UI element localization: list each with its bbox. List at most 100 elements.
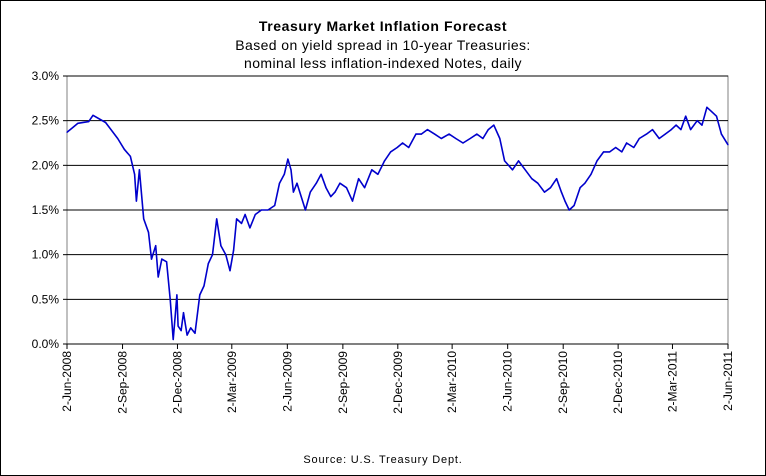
data-point (172, 338, 174, 341)
data-point (615, 146, 617, 149)
data-point (211, 254, 214, 256)
y-tick-label: 0.0% (32, 337, 60, 351)
data-point (658, 137, 660, 140)
data-point (420, 133, 422, 135)
chart-subtitle-line-1: Based on yield spread in 10-year Treasur… (235, 37, 531, 53)
data-point (390, 151, 392, 153)
data-point (511, 169, 514, 171)
y-tick-label: 1.0% (32, 248, 60, 262)
data-point (249, 227, 251, 229)
data-point (383, 160, 386, 162)
data-point (220, 245, 222, 247)
data-point (287, 158, 289, 160)
data-point (339, 182, 341, 184)
data-point (487, 129, 489, 131)
source-note: Source: U.S. Treasury Dept. (303, 454, 463, 466)
data-point (88, 121, 90, 123)
data-point (711, 111, 713, 113)
data-point (560, 191, 563, 193)
data-point (524, 169, 526, 171)
data-point (504, 160, 506, 162)
data-point (182, 312, 185, 314)
data-point (105, 121, 107, 124)
data-point (531, 178, 533, 180)
data-point (696, 120, 698, 122)
data-point (493, 124, 495, 126)
data-point (155, 245, 157, 247)
data-point (462, 142, 464, 144)
data-point (169, 298, 171, 300)
data-point (426, 129, 428, 131)
data-point (584, 182, 586, 184)
data-point (199, 294, 201, 296)
data-point (300, 196, 302, 198)
data-point (537, 182, 539, 184)
data-point (645, 133, 648, 135)
x-tick-label: 2-Sep-2008 (116, 351, 130, 414)
data-point (274, 204, 276, 207)
data-point (345, 187, 348, 189)
data-point (174, 316, 176, 318)
x-tick-label: 2-Sep-2009 (336, 351, 350, 414)
data-point (675, 124, 677, 126)
data-point (727, 144, 729, 146)
data-point (685, 115, 687, 117)
data-point (358, 178, 360, 180)
data-point (543, 191, 546, 193)
data-point (92, 114, 94, 116)
data-point (633, 146, 635, 149)
data-point (455, 137, 457, 140)
data-point (670, 129, 672, 131)
data-point (690, 129, 692, 131)
data-point (680, 129, 682, 131)
data-point (240, 222, 243, 224)
x-axis-ticks: 2-Jun-2008 2-Sep-2008 2-Dec-2008 2-Mar-2009… (60, 344, 735, 414)
data-point (568, 209, 570, 211)
data-point (330, 196, 332, 198)
data-point (216, 218, 218, 220)
data-point (190, 327, 192, 329)
data-point (621, 151, 623, 153)
data-point (715, 115, 718, 117)
data-point (334, 191, 336, 193)
x-tick-label: 2-Dec-2009 (391, 351, 405, 414)
data-point (267, 209, 269, 211)
x-tick-label: 2-Dec-2010 (611, 351, 625, 414)
data-point (186, 334, 188, 336)
data-point (176, 294, 178, 296)
data-point (371, 169, 373, 171)
data-point (129, 155, 131, 157)
data-point (315, 182, 317, 184)
data-point (720, 133, 723, 135)
data-point (499, 137, 501, 140)
chart-subtitle-line-2: nominal less inflation-indexed Notes, da… (244, 55, 522, 71)
data-point (135, 200, 137, 202)
y-axis-ticks: 0.0% 0.5% 1.0% 1.5% 2.0% 2.5% 3.0% (32, 69, 67, 351)
y-tick-label: 1.5% (32, 203, 60, 217)
data-point (590, 173, 592, 175)
data-point (549, 187, 552, 189)
data-point (278, 182, 281, 184)
data-point (573, 204, 575, 207)
data-point (225, 254, 227, 256)
series-group (66, 106, 729, 341)
data-point (482, 137, 484, 140)
data-point (157, 276, 159, 278)
x-tick-label: 2-Jun-2009 (280, 351, 294, 412)
data-point (609, 151, 611, 153)
data-point (440, 137, 442, 140)
data-point (596, 160, 598, 162)
data-point (325, 187, 327, 189)
data-point (177, 325, 179, 327)
data-point (229, 270, 231, 272)
x-tick-label: 2-Jun-2010 (501, 351, 515, 412)
data-point (77, 122, 79, 124)
data-point (304, 209, 306, 211)
x-tick-label: 2-Sep-2010 (556, 351, 570, 414)
data-point (207, 263, 209, 265)
data-point (651, 129, 654, 131)
data-point (377, 173, 379, 175)
x-tick-label: 2-Mar-2009 (225, 351, 239, 413)
y-tick-label: 2.5% (32, 114, 60, 128)
